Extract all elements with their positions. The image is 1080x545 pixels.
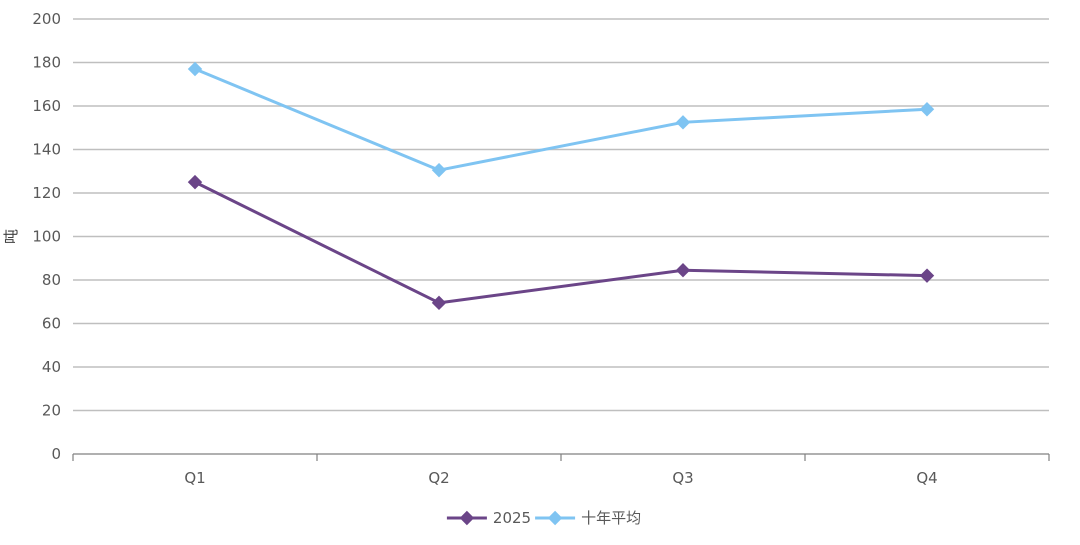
data-point-marker <box>431 162 447 178</box>
y-tick-label: 80 <box>42 271 61 289</box>
legend-item: 2025 <box>446 509 531 527</box>
series-layer <box>187 61 935 311</box>
x-axis <box>72 453 1050 461</box>
y-tick-label: 20 <box>42 402 61 420</box>
y-tick-label: 180 <box>32 54 61 72</box>
x-tick-label: Q1 <box>184 469 205 487</box>
x-tick-label: Q2 <box>428 469 449 487</box>
legend-item: 十年平均 <box>535 509 641 527</box>
data-point-marker <box>431 295 447 311</box>
y-tick-label: 200 <box>32 10 61 28</box>
legend-swatch-marker <box>547 510 563 526</box>
data-point-marker <box>919 102 935 117</box>
data-point-marker <box>675 115 691 130</box>
data-point-marker <box>187 61 203 77</box>
x-tick-label: Q4 <box>916 469 937 487</box>
y-tick-label: 120 <box>32 184 61 202</box>
series-1 <box>187 174 935 311</box>
gridlines <box>73 18 1049 412</box>
y-tick-label: 100 <box>32 228 61 246</box>
y-tick-label: 40 <box>42 358 61 376</box>
y-tick-label: 60 <box>42 315 61 333</box>
series-2 <box>187 61 935 178</box>
legend: 2025 十年平均 <box>446 509 641 527</box>
data-point-marker <box>919 268 935 283</box>
y-axis-tick-labels: 0 20 40 60 80 100 120 140 160 180 200 <box>32 10 61 463</box>
legend-label: 2025 <box>493 509 531 527</box>
x-axis-tick-labels: Q1 Q2 Q3 Q4 <box>184 469 937 487</box>
legend-label: 十年平均 <box>581 509 641 527</box>
data-point-marker <box>675 263 691 278</box>
series-line <box>193 180 929 305</box>
y-tick-label: 160 <box>32 97 61 115</box>
y-axis-title: 吨 <box>2 229 20 244</box>
series-line <box>193 67 929 172</box>
data-point-marker <box>187 174 203 190</box>
y-tick-label: 140 <box>32 141 61 159</box>
legend-swatch-marker <box>459 510 475 526</box>
y-tick-label: 0 <box>51 445 61 463</box>
x-tick-label: Q3 <box>672 469 693 487</box>
